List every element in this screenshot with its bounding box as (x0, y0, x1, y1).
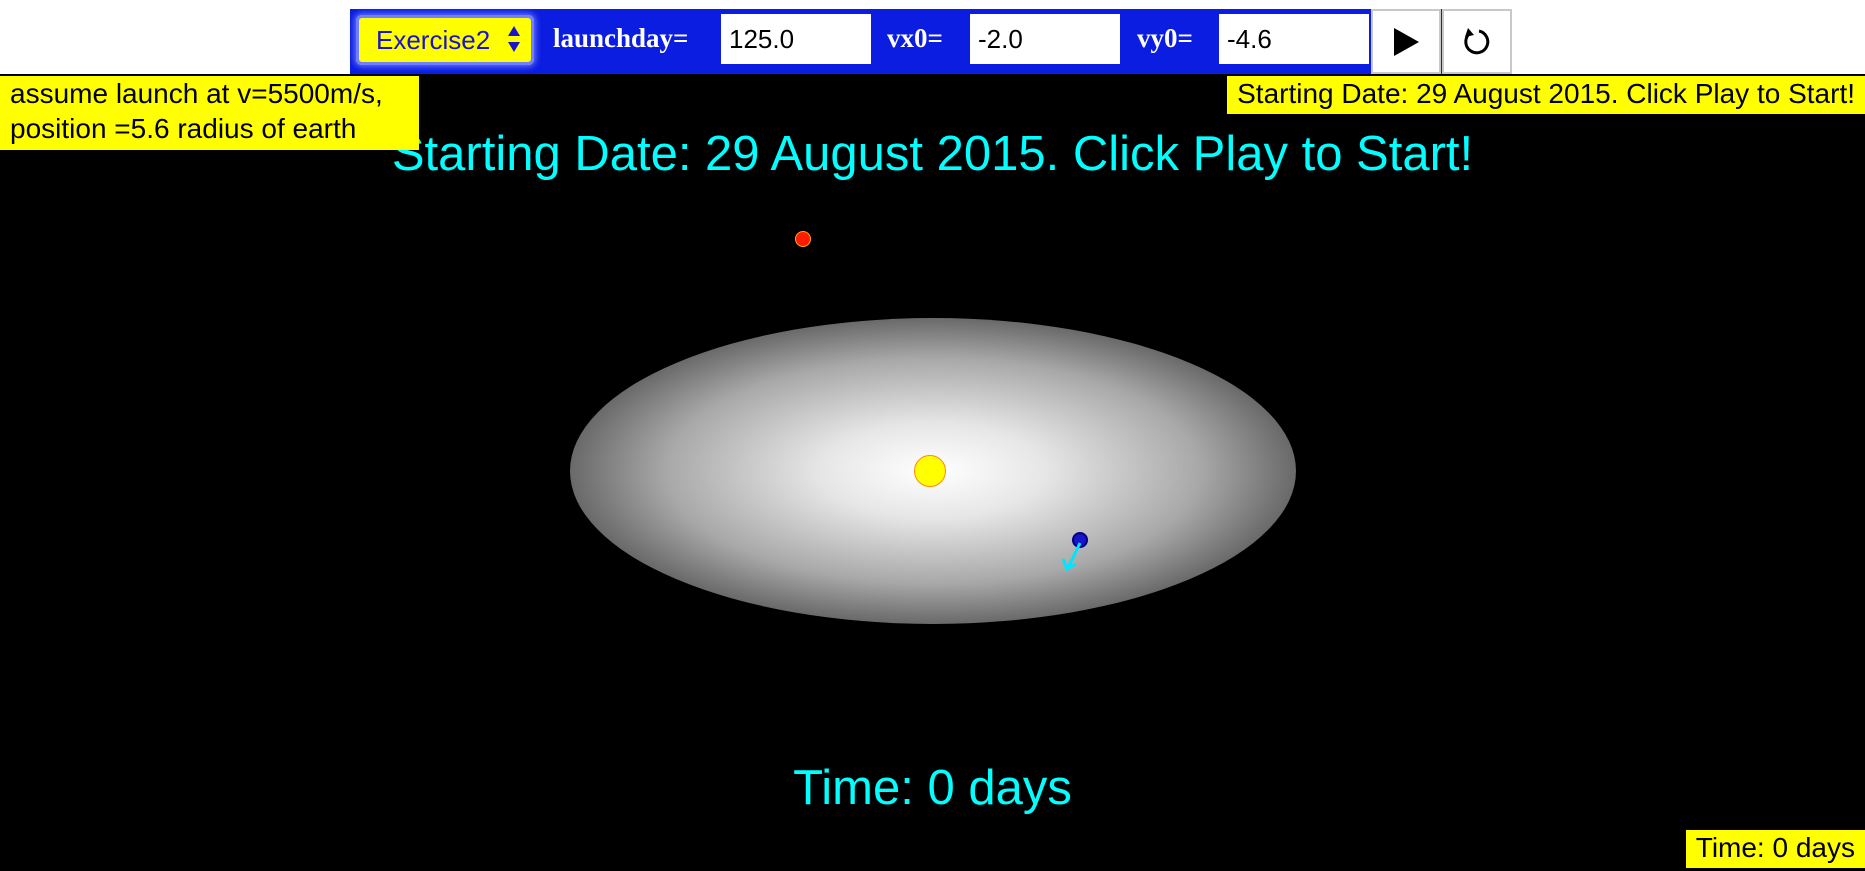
sun-marker (914, 455, 946, 487)
launch-note: assume launch at v=5500m/s, position =5.… (0, 76, 419, 150)
launchday-label: launchday= (553, 23, 689, 53)
select-arrows-icon (508, 26, 520, 52)
reset-button[interactable] (1442, 9, 1512, 74)
play-button[interactable] (1371, 9, 1441, 74)
scenario-select-value: Exercise2 (376, 24, 491, 55)
vy0-input[interactable] (1219, 14, 1369, 64)
vx0-label: vx0= (887, 23, 943, 53)
vy0-label: vy0= (1137, 23, 1193, 53)
elapsed-time-display: Time: 0 days (793, 761, 1072, 815)
probe-marker (1072, 532, 1088, 548)
launch-note-line2: position =5.6 radius of earth (10, 113, 357, 144)
time-box: Time: 0 days (1685, 830, 1865, 868)
simulation-canvas[interactable]: Starting Date: 29 August 2015. Click Pla… (0, 74, 1865, 871)
play-icon (1394, 27, 1419, 56)
scenario-select[interactable]: Exercise2 (356, 15, 534, 65)
control-toolbar: Exercise2 launchday= vx0= vy0= (350, 9, 1512, 74)
vx0-input[interactable] (970, 14, 1120, 64)
planet-marker (795, 231, 811, 247)
launchday-input[interactable] (721, 14, 871, 64)
reset-icon (1464, 27, 1490, 54)
status-box: Starting Date: 29 August 2015. Click Pla… (1227, 76, 1865, 114)
velocity-arrow-icon (1066, 542, 1082, 569)
launch-note-line1: assume launch at v=5500m/s, (10, 78, 383, 109)
status-headline: Starting Date: 29 August 2015. Click Pla… (391, 127, 1474, 181)
probe-with-velocity-arrow (1061, 532, 1088, 572)
